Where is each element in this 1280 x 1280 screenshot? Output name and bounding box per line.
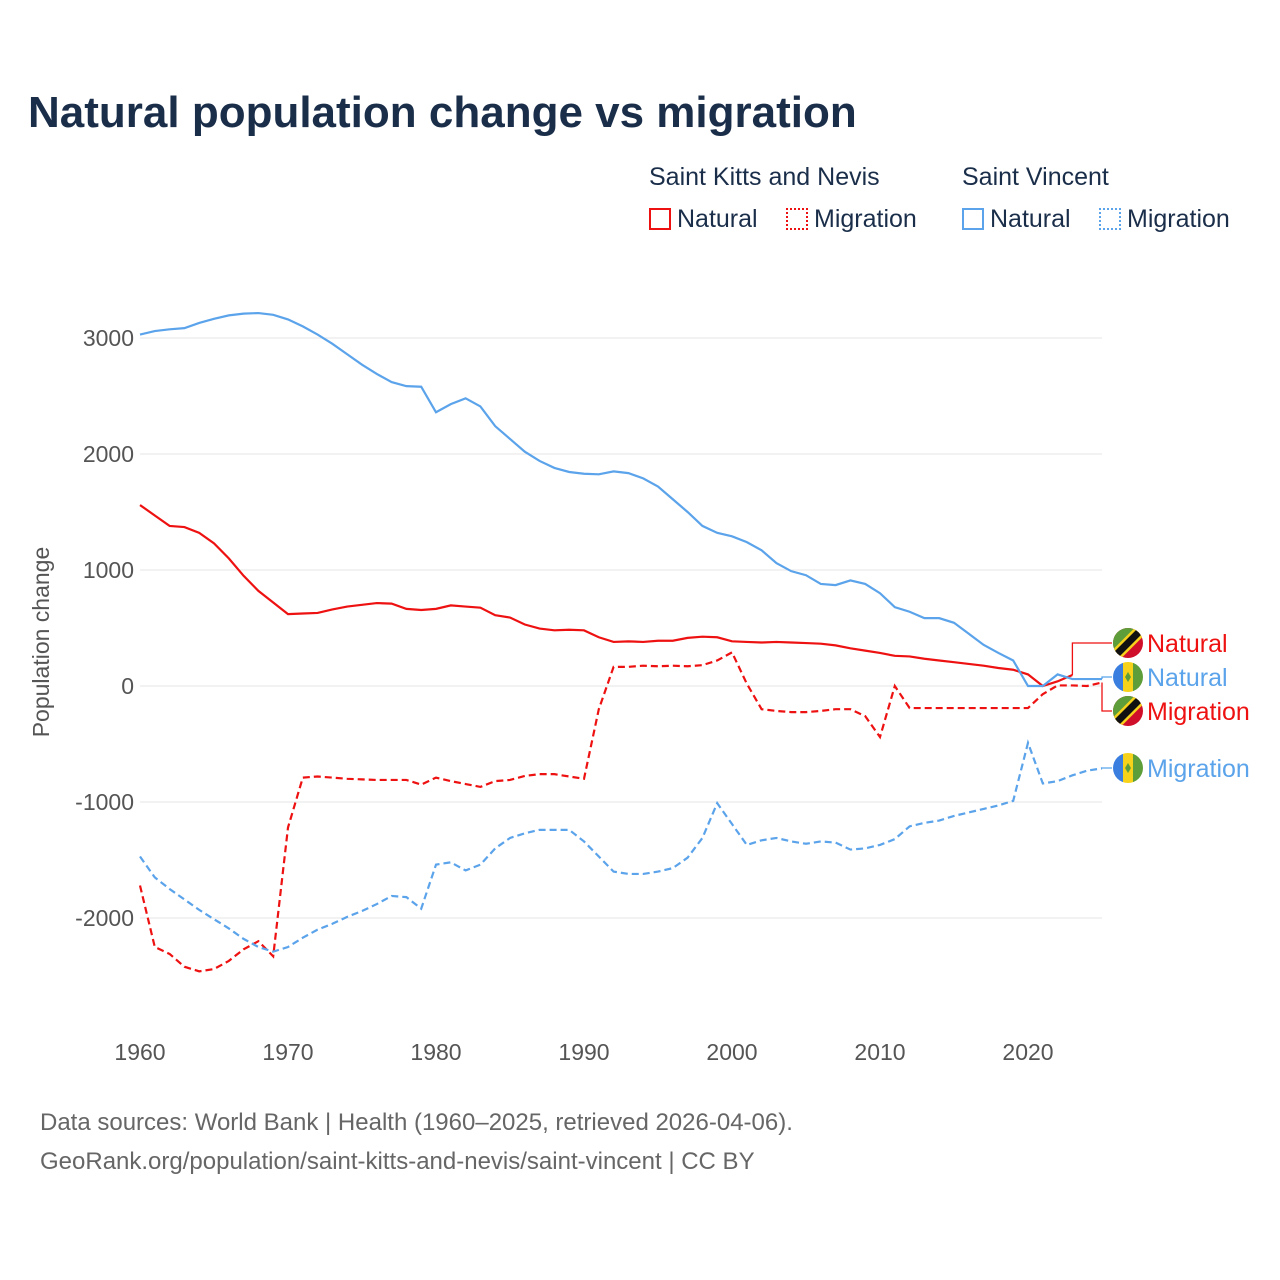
legend-group-title-svg: Saint Vincent	[962, 163, 1109, 191]
label-connector	[1101, 676, 1112, 680]
chart-title: Natural population change vs migration	[28, 88, 857, 137]
saint-vincent-flag-icon	[1113, 662, 1143, 692]
legend-svg-natural[interactable]: Natural	[962, 205, 1071, 234]
x-tick-label: 2000	[706, 1039, 757, 1065]
series-line-1	[138, 650, 1103, 973]
legend-label: Migration	[814, 205, 917, 233]
y-axis-label: Population change	[28, 547, 54, 738]
x-tick-label: 2020	[1002, 1039, 1053, 1065]
end-label[interactable]: Migration	[1147, 698, 1250, 726]
y-tick-label: 3000	[83, 325, 134, 351]
legend-skn-natural[interactable]: Natural	[649, 205, 758, 234]
end-label[interactable]: Migration	[1147, 755, 1250, 783]
legend-swatch-dotted	[1099, 208, 1121, 230]
legend-swatch-solid	[649, 208, 671, 230]
flag-blue	[1113, 753, 1123, 783]
flag-body	[1113, 753, 1143, 783]
end-label[interactable]: Natural	[1147, 664, 1228, 692]
flag-green	[1133, 662, 1143, 692]
x-tick-label: 1980	[410, 1039, 461, 1065]
saint-kitts-flag-icon	[1113, 628, 1143, 658]
y-tick-label: -1000	[75, 789, 134, 815]
flag-body	[1113, 628, 1143, 658]
source-line-2[interactable]: GeoRank.org/population/saint-kitts-and-n…	[40, 1148, 755, 1175]
x-tick-label: 2010	[854, 1039, 905, 1065]
x-tick-label: 1970	[262, 1039, 313, 1065]
flag-diamond	[1125, 672, 1131, 682]
legend-swatch-solid	[962, 208, 984, 230]
flag-blue	[1113, 662, 1123, 692]
series-line-3	[139, 739, 1103, 953]
legend-label: Migration	[1127, 205, 1230, 233]
y-tick-label: 0	[121, 673, 134, 699]
x-tick-label: 1960	[114, 1039, 165, 1065]
flag-diamond	[1125, 763, 1131, 773]
series-line-0	[139, 504, 1073, 688]
saint-kitts-flag-icon	[1113, 696, 1143, 726]
legend-label: Natural	[990, 205, 1071, 233]
flag-black	[1113, 696, 1143, 726]
legend-group-title-skn: Saint Kitts and Nevis	[649, 163, 880, 191]
y-tick-label: 1000	[83, 557, 134, 583]
y-tick-label: -2000	[75, 905, 134, 931]
label-connector	[1101, 682, 1112, 712]
series-line-2	[139, 311, 1102, 688]
flag-black	[1113, 628, 1143, 658]
source-line-1: Data sources: World Bank | Health (1960–…	[40, 1109, 793, 1136]
x-tick-label: 1990	[558, 1039, 609, 1065]
label-connector	[1071, 642, 1112, 675]
y-tick-label: 2000	[83, 441, 134, 467]
end-label[interactable]: Natural	[1147, 630, 1228, 658]
legend-label: Natural	[677, 205, 758, 233]
legend-svg-migration[interactable]: Migration	[1099, 205, 1230, 234]
legend-swatch-dotted	[786, 208, 808, 230]
flag-body	[1113, 662, 1143, 692]
flag-body	[1113, 696, 1143, 726]
legend-skn-migration[interactable]: Migration	[786, 205, 917, 234]
flag-green	[1133, 753, 1143, 783]
saint-vincent-flag-icon	[1113, 753, 1143, 783]
